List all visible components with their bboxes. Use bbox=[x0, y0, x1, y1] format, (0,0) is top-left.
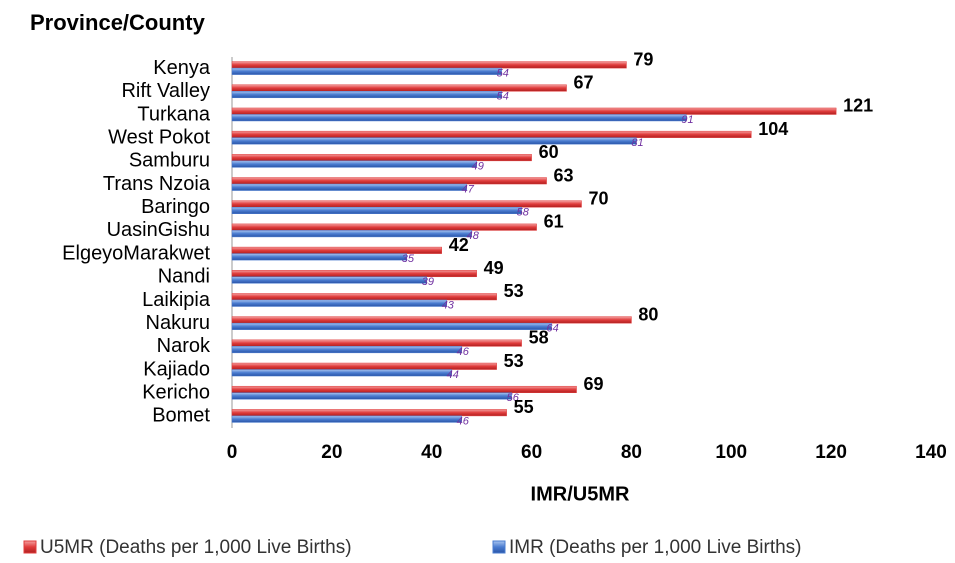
x-tick-label: 40 bbox=[421, 442, 442, 463]
value-label: 104 bbox=[758, 119, 788, 139]
bar bbox=[231, 67, 502, 75]
legend-label: IMR (Deaths per 1,000 Live Births) bbox=[509, 537, 802, 558]
bar bbox=[231, 91, 502, 99]
bar bbox=[231, 293, 497, 301]
y-tick-label: Bomet bbox=[152, 405, 210, 427]
y-tick-label: Narok bbox=[157, 335, 211, 357]
bar bbox=[231, 339, 522, 347]
y-tick-label: UasinGishu bbox=[107, 219, 210, 241]
value-label: 70 bbox=[589, 188, 609, 208]
bar bbox=[231, 316, 632, 324]
value-label: 121 bbox=[843, 96, 873, 116]
value-label: 55 bbox=[514, 397, 534, 417]
x-tick-label: 20 bbox=[321, 442, 342, 463]
bar bbox=[231, 206, 522, 214]
bar bbox=[231, 183, 467, 191]
bar bbox=[231, 61, 627, 69]
bar bbox=[231, 177, 547, 185]
value-label: 69 bbox=[584, 374, 604, 394]
bar bbox=[231, 200, 582, 208]
bar bbox=[231, 253, 407, 261]
bar bbox=[231, 114, 687, 122]
y-tick-label: Trans Nzoia bbox=[103, 173, 211, 195]
chart-title: Province/County bbox=[30, 10, 206, 35]
y-tick-label: Laikipia bbox=[142, 289, 211, 311]
y-tick-label: Baringo bbox=[141, 196, 210, 218]
value-label: 48 bbox=[467, 230, 480, 242]
x-tick-label: 100 bbox=[715, 442, 747, 463]
value-label: 81 bbox=[631, 137, 643, 149]
x-tick-label: 60 bbox=[521, 442, 542, 463]
bar bbox=[231, 223, 537, 231]
value-label: 67 bbox=[574, 73, 594, 93]
value-label: 47 bbox=[462, 183, 475, 195]
legend-label: U5MR (Deaths per 1,000 Live Births) bbox=[40, 537, 352, 558]
value-label: 63 bbox=[554, 165, 574, 185]
value-label: 60 bbox=[539, 142, 559, 162]
bar bbox=[231, 154, 532, 162]
value-label: 58 bbox=[529, 328, 549, 348]
y-tick-label: Nakuru bbox=[146, 312, 210, 334]
value-label: 56 bbox=[507, 392, 520, 404]
legend-swatch bbox=[23, 540, 37, 554]
value-label: 80 bbox=[638, 304, 658, 324]
value-label: 64 bbox=[547, 323, 559, 335]
bar bbox=[231, 84, 567, 92]
y-tick-label: Kenya bbox=[153, 57, 211, 79]
x-tick-label: 120 bbox=[815, 442, 847, 463]
x-axis-title: IMR/U5MR bbox=[531, 483, 630, 505]
bar bbox=[231, 160, 477, 168]
bar bbox=[231, 130, 752, 138]
value-label: 43 bbox=[442, 299, 455, 311]
value-label: 49 bbox=[472, 160, 484, 172]
y-tick-label: West Pokot bbox=[108, 126, 210, 148]
value-label: 53 bbox=[504, 351, 524, 371]
y-tick-label: Turkana bbox=[137, 103, 211, 125]
value-label: 53 bbox=[504, 281, 524, 301]
value-label: 46 bbox=[457, 415, 470, 427]
y-tick-label: Samburu bbox=[129, 150, 210, 172]
y-tick-label: Kericho bbox=[142, 382, 210, 404]
value-label: 58 bbox=[517, 207, 530, 219]
bar bbox=[231, 392, 512, 400]
bar bbox=[231, 276, 427, 284]
bar bbox=[231, 385, 577, 393]
bar bbox=[231, 107, 837, 115]
y-tick-label: ElgeyoMarakwet bbox=[62, 242, 210, 264]
legend-swatch bbox=[492, 540, 506, 554]
value-label: 54 bbox=[497, 91, 509, 103]
bar bbox=[231, 369, 452, 377]
bar bbox=[231, 299, 447, 307]
x-tick-label: 80 bbox=[621, 442, 642, 463]
value-label: 46 bbox=[457, 346, 470, 358]
bar bbox=[231, 322, 552, 330]
bar bbox=[231, 270, 477, 278]
value-label: 49 bbox=[484, 258, 504, 278]
bar bbox=[231, 230, 472, 238]
bar bbox=[231, 346, 462, 354]
value-label: 42 bbox=[449, 235, 469, 255]
bar bbox=[231, 415, 462, 423]
value-label: 79 bbox=[633, 49, 653, 69]
y-tick-label: Nandi bbox=[158, 266, 210, 288]
value-label: 91 bbox=[681, 114, 693, 126]
value-label: 61 bbox=[544, 212, 564, 232]
y-tick-label: Rift Valley bbox=[121, 80, 210, 102]
value-label: 54 bbox=[497, 68, 509, 80]
bar bbox=[231, 137, 637, 145]
y-tick-label: Kajiado bbox=[143, 358, 210, 380]
value-label: 35 bbox=[402, 253, 415, 265]
x-tick-label: 140 bbox=[915, 442, 947, 463]
x-tick-label: 0 bbox=[227, 442, 238, 463]
value-label: 44 bbox=[447, 369, 459, 381]
value-label: 39 bbox=[422, 276, 434, 288]
